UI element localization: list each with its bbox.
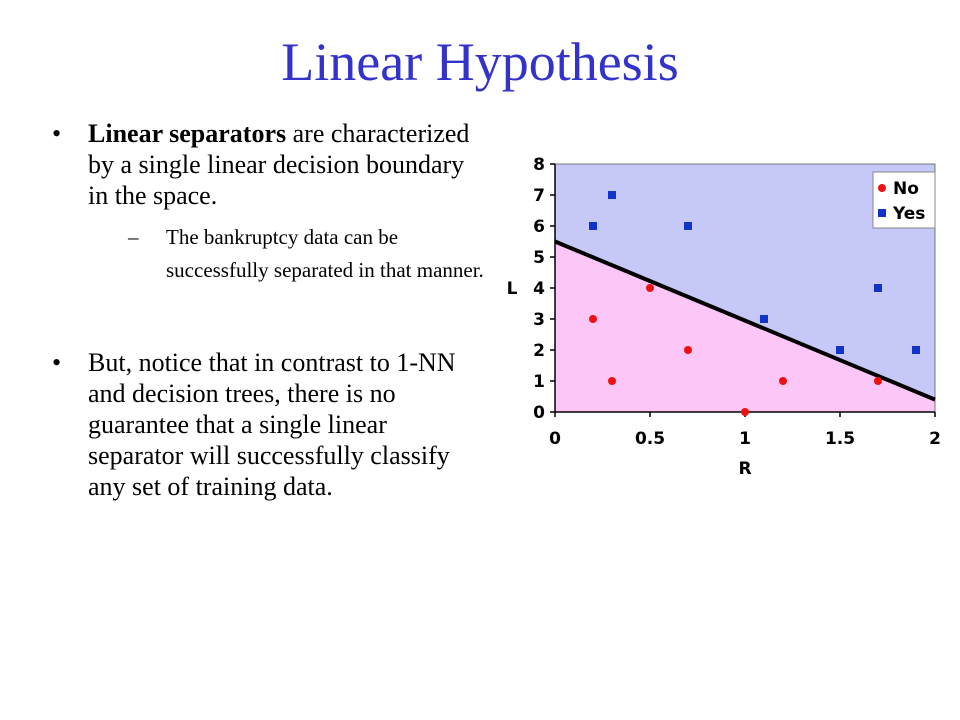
bullet-text: But, notice that in contrast to 1-NN and… (88, 348, 456, 501)
x-tick-label: 1.5 (825, 429, 855, 449)
y-tick-label: 0 (533, 403, 545, 423)
bullet-glyph: • (52, 119, 62, 148)
x-tick-label: 0.5 (635, 429, 665, 449)
point-yes (589, 222, 597, 230)
x-axis-label: R (738, 459, 751, 479)
x-tick-label: 0 (549, 429, 561, 449)
sub-bullet-item: – The bankruptcy data can be successfull… (128, 221, 486, 287)
y-tick-label: 5 (533, 248, 545, 268)
point-yes (684, 222, 692, 230)
bullet-list: • Linear separators are characterized by… (52, 118, 484, 502)
point-yes (874, 284, 882, 292)
decision-boundary-line (554, 239, 936, 402)
point-no (741, 408, 749, 416)
y-tick-label: 2 (533, 341, 545, 361)
point-yes (912, 346, 920, 354)
point-no (684, 346, 692, 354)
bullet-glyph: • (52, 348, 62, 377)
bullet-text: are characterized by a single linear dec… (88, 119, 470, 210)
point-yes (836, 346, 844, 354)
point-no (646, 284, 654, 292)
legend-label-no: No (893, 179, 919, 199)
point-yes (760, 315, 768, 323)
point-no (589, 315, 597, 323)
scatter-chart: 0 1 2 3 4 5 6 7 8 0 0.5 1 1.5 2 R L No Yes (507, 155, 941, 479)
y-tick-label: 8 (533, 155, 545, 175)
point-yes (608, 191, 616, 199)
bullet-bold-text: Linear separators (88, 119, 287, 148)
point-no (779, 377, 787, 385)
y-tick-label: 6 (533, 217, 545, 237)
legend-marker-no (878, 184, 886, 192)
bullet-item: • Linear separators are characterized by… (52, 118, 482, 211)
legend-label-yes: Yes (892, 204, 925, 224)
y-tick-label: 4 (533, 279, 545, 299)
legend-box (872, 171, 936, 229)
x-tick-label: 2 (929, 429, 941, 449)
y-tick-label: 7 (533, 186, 545, 206)
point-no (608, 377, 616, 385)
region-above (555, 164, 935, 400)
x-tick-label: 1 (739, 429, 751, 449)
sub-bullet-text: The bankruptcy data can be successfully … (166, 225, 484, 282)
sub-bullet-glyph: – (128, 225, 139, 249)
legend-marker-yes (878, 209, 886, 217)
y-tick-label: 1 (533, 372, 545, 392)
y-axis-label: L (507, 279, 518, 299)
y-tick-label: 3 (533, 310, 545, 330)
point-no (874, 377, 882, 385)
slide-title: Linear Hypothesis (281, 32, 679, 92)
bullet-item: • But, notice that in contrast to 1-NN a… (52, 347, 482, 502)
